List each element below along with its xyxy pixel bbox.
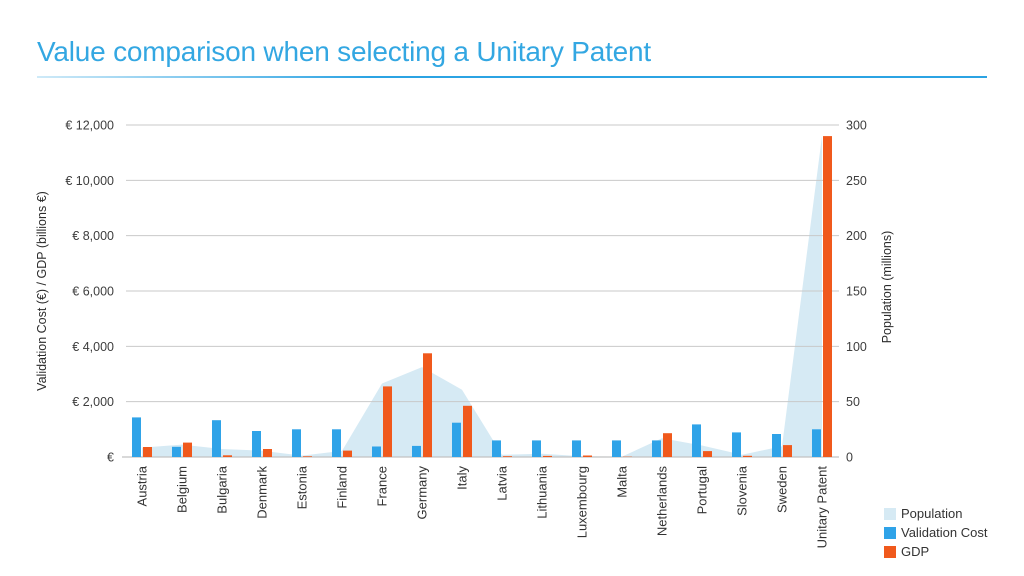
x-axis-label-germany: Germany — [415, 466, 430, 520]
legend-swatch-population — [884, 507, 896, 520]
legend-label: Validation Cost — [901, 525, 988, 540]
x-axis-label-bulgaria: Bulgaria — [215, 465, 230, 513]
legend-item-validation-cost: Validation Cost — [884, 523, 987, 542]
chart-title: Value comparison when selecting a Unitar… — [37, 36, 652, 67]
x-axis-label-latvia: Latvia — [495, 465, 510, 500]
validation-cost-bar-finland — [332, 429, 341, 457]
left-axis-tick: € 4,000 — [72, 340, 114, 354]
validation-cost-bar-belgium — [172, 446, 181, 457]
validation-cost-bar-estonia — [292, 429, 301, 457]
x-axis-label-luxembourg: Luxembourg — [575, 466, 590, 538]
right-axis-title: Population (millions) — [880, 231, 894, 344]
gdp-bar-belgium — [183, 442, 192, 457]
population-area — [142, 136, 822, 457]
gdp-bar-austria — [143, 447, 152, 457]
legend-label: Population — [901, 506, 963, 521]
left-axis-tick: € — [107, 451, 114, 465]
left-axis-tick: € 2,000 — [72, 395, 114, 409]
gdp-bar-finland — [343, 450, 352, 457]
gdp-bar-unitary-patent — [823, 136, 832, 457]
x-axis-label-netherlands: Netherlands — [655, 466, 670, 537]
left-axis-tick: € 12,000 — [65, 119, 114, 133]
legend-item-population: Population — [884, 504, 987, 523]
x-axis-label-malta: Malta — [615, 465, 630, 498]
validation-cost-bar-italy — [452, 422, 461, 457]
validation-cost-bar-latvia — [492, 440, 501, 457]
x-axis-label-france: France — [375, 466, 390, 506]
x-axis-label-sweden: Sweden — [775, 466, 790, 513]
gdp-bar-italy — [463, 405, 472, 457]
validation-cost-bar-unitary-patent — [812, 429, 821, 457]
validation-cost-bar-netherlands — [652, 440, 661, 457]
right-axis-tick: 250 — [846, 174, 867, 188]
validation-cost-bar-luxembourg — [572, 440, 581, 457]
validation-cost-bar-denmark — [252, 431, 261, 457]
x-axis-label-austria: Austria — [135, 465, 150, 506]
chart-legend: Population Validation Cost GDP — [884, 504, 987, 561]
gdp-bar-france — [383, 386, 392, 457]
gdp-bar-latvia — [503, 456, 512, 457]
legend-item-gdp: GDP — [884, 542, 987, 561]
gdp-bar-bulgaria — [223, 455, 232, 457]
gdp-bar-portugal — [703, 451, 712, 457]
gdp-bar-germany — [423, 353, 432, 458]
legend-label: GDP — [901, 544, 930, 559]
x-axis-label-denmark: Denmark — [255, 466, 270, 519]
validation-cost-bar-sweden — [772, 434, 781, 457]
legend-swatch-gdp — [884, 545, 896, 558]
gdp-bar-sweden — [783, 445, 792, 457]
gdp-bar-denmark — [263, 449, 272, 457]
validation-cost-bar-slovenia — [732, 432, 741, 457]
x-axis-label-belgium: Belgium — [175, 466, 190, 513]
left-axis-title: Validation Cost (€) / GDP (billions €) — [35, 191, 49, 391]
gdp-bar-estonia — [303, 456, 312, 457]
right-axis-tick: 150 — [846, 285, 867, 299]
x-axis-label-lithuania: Lithuania — [535, 465, 550, 519]
x-axis-label-slovenia: Slovenia — [735, 465, 750, 516]
validation-cost-bar-bulgaria — [212, 420, 221, 457]
validation-cost-bar-malta — [612, 440, 621, 457]
validation-cost-bar-germany — [412, 445, 421, 457]
left-axis-tick: € 8,000 — [72, 229, 114, 243]
left-axis-tick: € 10,000 — [65, 174, 114, 188]
legend-swatch-validation-cost — [884, 526, 896, 539]
x-axis-label-estonia: Estonia — [295, 465, 310, 509]
validation-cost-bar-france — [372, 446, 381, 457]
gdp-bar-luxembourg — [583, 455, 592, 457]
right-axis-tick: 200 — [846, 229, 867, 243]
gdp-bar-netherlands — [663, 433, 672, 457]
x-axis-label-italy: Italy — [455, 466, 470, 490]
validation-cost-bar-austria — [132, 417, 141, 457]
left-axis-tick: € 6,000 — [72, 285, 114, 299]
gdp-bar-lithuania — [543, 455, 552, 457]
x-axis-label-finland: Finland — [335, 466, 350, 509]
x-axis-label-portugal: Portugal — [695, 466, 710, 515]
gdp-bar-slovenia — [743, 455, 752, 457]
validation-cost-bar-portugal — [692, 424, 701, 457]
title-underline — [37, 76, 987, 78]
right-axis-tick: 300 — [846, 119, 867, 133]
right-axis-tick: 50 — [846, 395, 860, 409]
x-axis-label-unitary-patent: Unitary Patent — [815, 466, 830, 549]
right-axis-tick: 100 — [846, 340, 867, 354]
right-axis-tick: 0 — [846, 451, 853, 465]
validation-cost-bar-lithuania — [532, 440, 541, 457]
